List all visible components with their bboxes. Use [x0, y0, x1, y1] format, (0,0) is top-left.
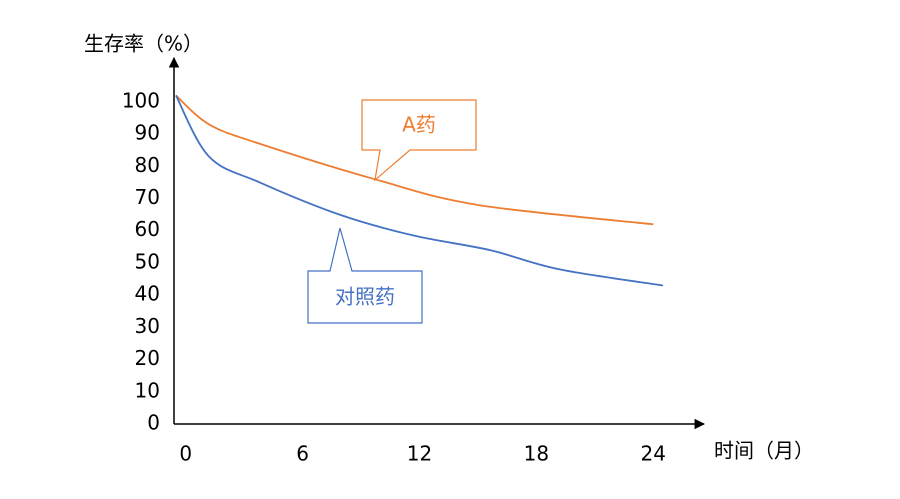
y-tick-label: 60: [135, 217, 160, 241]
x-axis-label: 时间（月）: [714, 439, 814, 463]
series-line: [175, 94, 654, 226]
legend-callout: [307, 227, 423, 324]
y-tick-label: 90: [135, 121, 160, 145]
legend-label: A药: [402, 113, 436, 137]
y-tick-label: 0: [147, 411, 160, 435]
legend-callout: [361, 99, 477, 182]
x-tick-label: 6: [296, 442, 309, 466]
x-tick-label: 0: [179, 442, 192, 466]
x-tick-label: 24: [641, 442, 666, 466]
x-tick-label: 18: [524, 442, 549, 466]
legend-label: 对照药: [335, 285, 395, 309]
y-tick-label: 50: [135, 249, 160, 273]
y-tick-label: 20: [135, 346, 160, 370]
y-tick-label: 70: [135, 185, 160, 209]
x-tick-label: 12: [407, 442, 432, 466]
y-axis-label: 生存率（%）: [84, 32, 203, 56]
y-tick-label: 80: [135, 153, 160, 177]
y-tick-label: 100: [122, 88, 160, 112]
y-tick-label: 10: [135, 378, 160, 402]
y-tick-label: 30: [135, 314, 160, 338]
series-line: [175, 95, 664, 287]
y-tick-label: 40: [135, 282, 160, 306]
